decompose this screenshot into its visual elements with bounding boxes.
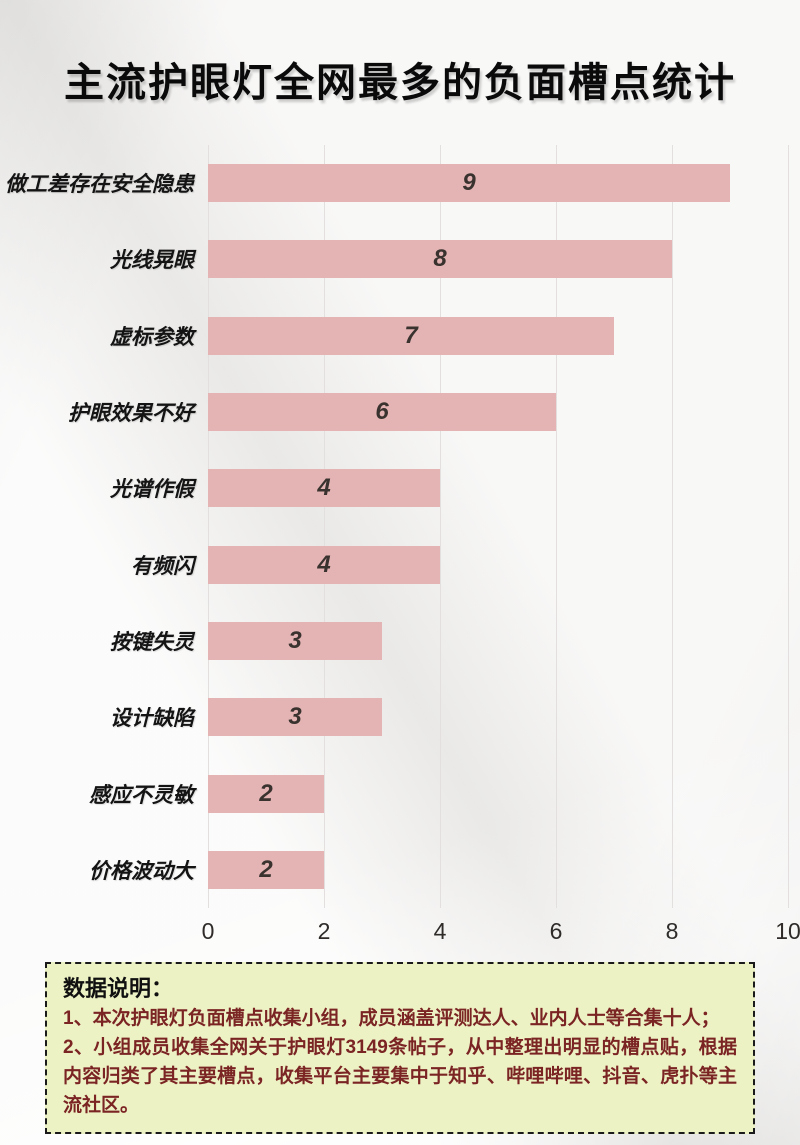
gridline	[440, 145, 441, 908]
bar-track: 9	[208, 164, 788, 203]
bar: 2	[208, 850, 324, 889]
chart-row: 护眼效果不好 6	[0, 374, 788, 450]
chart-row: 虚标参数 7	[0, 298, 788, 374]
bar-track: 7	[208, 316, 788, 355]
chart-row: 做工差存在安全隐患 9	[0, 145, 788, 221]
category-label: 按键失灵	[110, 630, 194, 654]
category-label: 做工差存在安全隐患	[5, 173, 194, 197]
note-line-2: 2、小组成员收集全网关于护眼灯3149条帖子，从中整理出明显的槽点贴，根据内容归…	[63, 1037, 737, 1116]
page-title: 主流护眼灯全网最多的负面槽点统计	[64, 61, 736, 105]
data-note-box: 数据说明： 1、本次护眼灯负面槽点收集小组，成员涵盖评测达人、业内人士等合集十人…	[45, 962, 755, 1134]
bar: 7	[208, 316, 614, 355]
x-tick-label: 10	[775, 918, 800, 944]
note-body: 1、本次护眼灯负面槽点收集小组，成员涵盖评测达人、业内人士等合集十人； 2、小组…	[63, 1004, 737, 1120]
bar-track: 3	[208, 698, 788, 737]
note-line-1: 1、本次护眼灯负面槽点收集小组，成员涵盖评测达人、业内人士等合集十人；	[63, 1008, 720, 1029]
bar: 4	[208, 469, 440, 508]
gridline	[788, 145, 789, 908]
gridline	[672, 145, 673, 908]
chart-row: 按键失灵 3	[0, 603, 788, 679]
chart-rows: 做工差存在安全隐患 9 光线晃眼 8 虚标参数 7 护眼效果不好 6 光谱作假 4 有频闪 4 按键失灵…	[0, 145, 788, 908]
bar-track: 2	[208, 774, 788, 813]
bar-value-label: 3	[288, 626, 302, 654]
category-label: 光谱作假	[110, 478, 194, 502]
category-label: 光线晃眼	[110, 249, 194, 273]
chart-row: 设计缺陷 3	[0, 679, 788, 755]
bar: 2	[208, 774, 324, 813]
gridline	[208, 145, 209, 908]
category-label: 感应不灵敏	[89, 783, 194, 807]
category-label: 护眼效果不好	[68, 402, 194, 426]
bar-track: 3	[208, 621, 788, 660]
bar-track: 4	[208, 469, 788, 508]
gridline	[324, 145, 325, 908]
x-tick-label: 2	[317, 918, 331, 944]
bar-value-label: 2	[259, 779, 273, 807]
x-axis: 0 2 4 6 8 10	[0, 918, 800, 948]
bar: 3	[208, 698, 382, 737]
bar-value-label: 8	[433, 245, 447, 273]
bar-value-label: 2	[259, 855, 273, 883]
bar-track: 4	[208, 545, 788, 584]
chart-row: 有频闪 4	[0, 526, 788, 602]
x-tick-label: 8	[665, 918, 679, 944]
chart-row: 价格波动大 2	[0, 832, 788, 908]
bar: 4	[208, 545, 440, 584]
chart-row: 光谱作假 4	[0, 450, 788, 526]
category-label: 设计缺陷	[110, 707, 194, 731]
bar: 9	[208, 164, 730, 203]
gridline	[556, 145, 557, 908]
bar-chart: 做工差存在安全隐患 9 光线晃眼 8 虚标参数 7 护眼效果不好 6 光谱作假 4 有频闪 4 按键失灵…	[0, 145, 800, 908]
category-label: 价格波动大	[89, 859, 194, 883]
bar-value-label: 4	[317, 550, 331, 578]
bar: 8	[208, 240, 672, 279]
note-heading: 数据说明：	[63, 976, 174, 1001]
bar-value-label: 4	[317, 474, 331, 502]
bar-track: 2	[208, 850, 788, 889]
bar-value-label: 3	[288, 703, 302, 731]
bar: 3	[208, 621, 382, 660]
bar-track: 6	[208, 393, 788, 432]
x-tick-label: 6	[549, 918, 563, 944]
bar-value-label: 7	[404, 321, 418, 349]
chart-row: 感应不灵敏 2	[0, 755, 788, 831]
category-label: 有频闪	[131, 554, 194, 578]
x-tick-label: 0	[201, 918, 215, 944]
chart-row: 光线晃眼 8	[0, 221, 788, 297]
bar-value-label: 6	[375, 398, 389, 426]
bar: 6	[208, 393, 556, 432]
x-tick-label: 4	[433, 918, 447, 944]
bar-value-label: 9	[462, 169, 476, 197]
category-label: 虚标参数	[110, 325, 194, 349]
bar-track: 8	[208, 240, 788, 279]
